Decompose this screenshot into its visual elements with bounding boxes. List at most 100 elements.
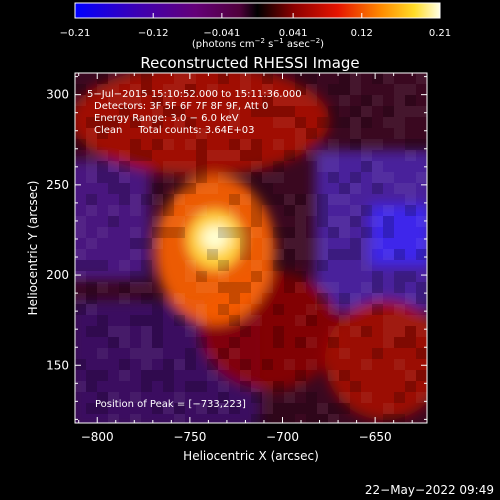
image-pixel xyxy=(75,84,86,95)
image-pixel xyxy=(328,172,339,183)
image-pixel xyxy=(405,194,416,205)
image-pixel xyxy=(251,392,262,403)
image-pixel xyxy=(295,403,306,414)
image-pixel xyxy=(295,139,306,150)
image-pixel xyxy=(361,304,372,315)
image-pixel xyxy=(141,84,152,95)
image-pixel xyxy=(306,249,317,260)
x-axis-ticks xyxy=(78,73,413,423)
image-pixel xyxy=(262,172,273,183)
image-pixel xyxy=(328,117,339,128)
image-pixel xyxy=(240,84,251,95)
annotation-time-range: 5−Jul−2015 15:10:52.000 to 15:11:36.000 xyxy=(87,89,302,100)
image-pixel xyxy=(350,216,361,227)
image-pixel xyxy=(306,304,317,315)
image-pixel xyxy=(273,326,284,337)
image-pixel xyxy=(394,106,405,117)
image-pixel xyxy=(339,227,350,238)
image-pixel xyxy=(361,95,372,106)
image-pixel xyxy=(273,95,284,106)
image-pixel xyxy=(416,392,427,403)
image-pixel xyxy=(405,183,416,194)
image-pixel xyxy=(174,227,185,238)
image-pixel xyxy=(372,271,383,282)
image-pixel xyxy=(416,315,427,326)
image-pixel xyxy=(174,183,185,194)
image-pixel xyxy=(130,238,141,249)
image-pixel xyxy=(273,161,284,172)
image-pixel xyxy=(163,227,174,238)
image-pixel xyxy=(75,304,86,315)
image-pixel xyxy=(97,128,108,139)
image-pixel xyxy=(350,304,361,315)
image-pixel xyxy=(75,95,86,106)
image-pixel xyxy=(394,95,405,106)
image-pixel xyxy=(306,359,317,370)
image-pixel xyxy=(361,392,372,403)
image-pixel xyxy=(328,161,339,172)
image-pixel xyxy=(361,359,372,370)
image-pixel xyxy=(119,337,130,348)
image-pixel xyxy=(284,282,295,293)
image-pixel xyxy=(130,414,141,423)
image-pixel xyxy=(317,194,328,205)
image-pixel xyxy=(273,172,284,183)
image-pixel xyxy=(130,315,141,326)
image-pixel xyxy=(394,282,405,293)
image-pixel xyxy=(196,304,207,315)
image-pixel xyxy=(350,183,361,194)
image-pixel xyxy=(152,227,163,238)
image-pixel xyxy=(218,260,229,271)
image-pixel xyxy=(383,315,394,326)
image-pixel xyxy=(163,84,174,95)
image-pixel xyxy=(218,359,229,370)
image-pixel xyxy=(97,348,108,359)
image-pixel xyxy=(328,216,339,227)
image-pixel xyxy=(229,106,240,117)
image-pixel xyxy=(174,117,185,128)
image-pixel xyxy=(273,194,284,205)
timestamp: 22−May−2022 09:49 xyxy=(365,483,494,497)
image-pixel xyxy=(229,216,240,227)
image-pixel xyxy=(229,337,240,348)
image-pixel xyxy=(339,392,350,403)
image-pixel xyxy=(262,238,273,249)
image-pixel xyxy=(405,95,416,106)
image-pixel xyxy=(317,282,328,293)
image-pixel xyxy=(317,117,328,128)
image-pixel xyxy=(86,381,97,392)
image-pixel xyxy=(350,73,361,84)
annotation-detectors: Detectors: 3F 5F 6F 7F 8F 9F, Att 0 xyxy=(94,101,268,112)
image-pixel xyxy=(207,150,218,161)
image-pixel xyxy=(163,161,174,172)
image-pixel xyxy=(339,117,350,128)
image-pixel xyxy=(262,95,273,106)
image-pixel xyxy=(295,216,306,227)
image-pixel xyxy=(262,359,273,370)
image-pixel xyxy=(306,392,317,403)
peak-position-label: Position of Peak = [−733,223] xyxy=(95,399,246,410)
image-pixel xyxy=(306,128,317,139)
image-pixel xyxy=(207,370,218,381)
image-pixel xyxy=(141,359,152,370)
image-pixel xyxy=(141,315,152,326)
image-pixel xyxy=(405,150,416,161)
x-axis-label: Heliocentric X (arcsec) xyxy=(183,449,319,463)
image-pixel xyxy=(262,183,273,194)
image-pixel xyxy=(317,216,328,227)
image-pixel xyxy=(130,348,141,359)
image-pixel xyxy=(416,326,427,337)
image-pixel xyxy=(119,326,130,337)
image-pixel xyxy=(163,95,174,106)
image-pixel xyxy=(75,249,86,260)
image-pixel xyxy=(141,260,152,271)
image-pixel xyxy=(152,315,163,326)
image-pixel xyxy=(328,150,339,161)
image-pixel xyxy=(119,161,130,172)
image-pixel xyxy=(130,194,141,205)
image-pixel xyxy=(372,139,383,150)
image-pixel xyxy=(350,205,361,216)
image-pixel xyxy=(196,128,207,139)
image-pixel xyxy=(317,249,328,260)
